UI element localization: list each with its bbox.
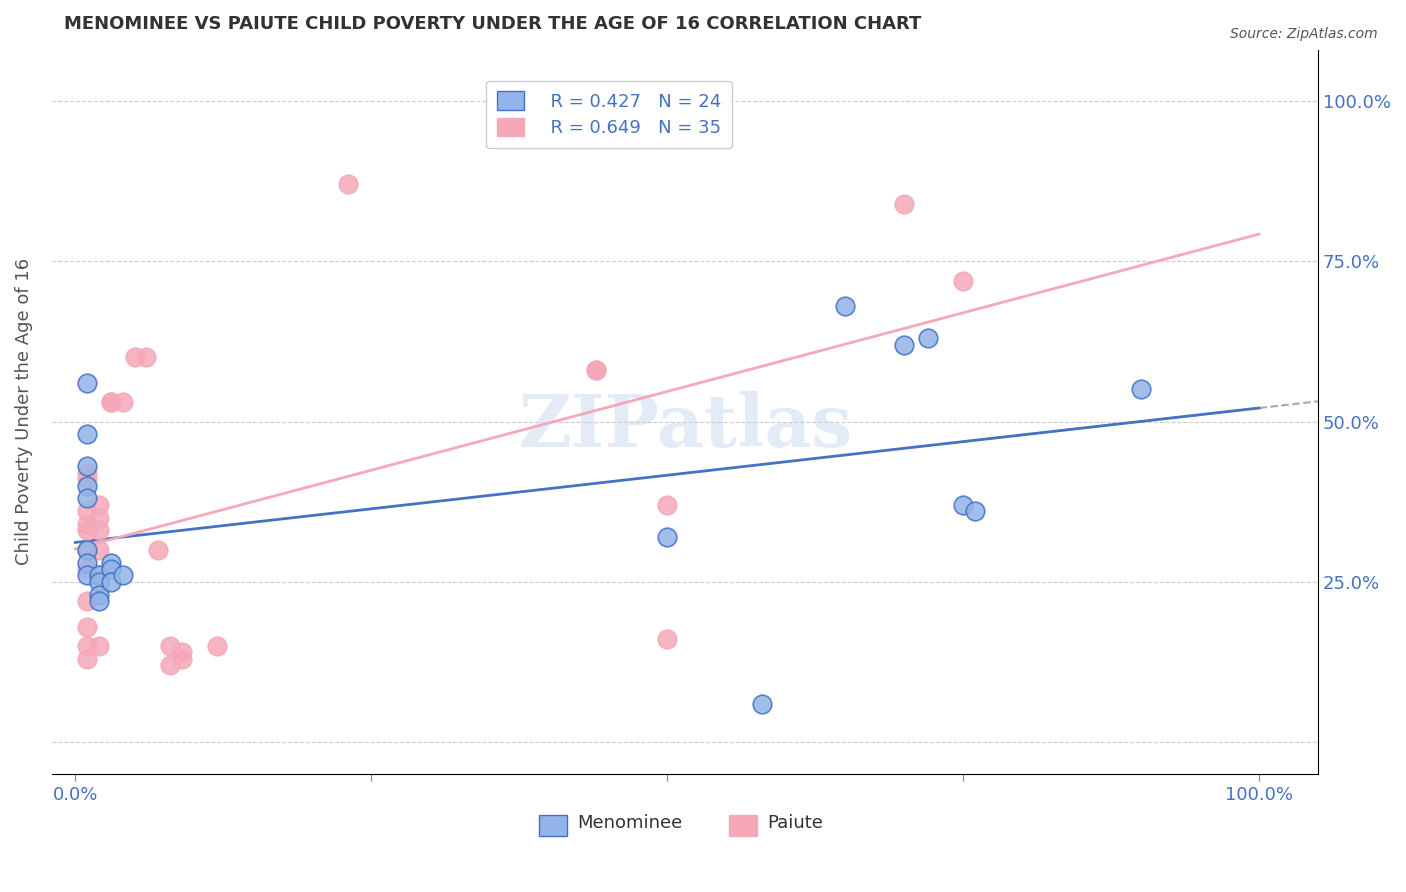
Point [87,588,110,602]
Point [76,568,98,582]
Point [111,395,134,409]
Point [87,639,110,653]
Point [76,651,98,665]
Point [76,562,98,576]
Point [76,427,98,442]
Point [76,478,98,492]
Point [170,651,193,665]
Text: Paiute: Paiute [768,814,823,832]
Point [917,331,939,345]
FancyBboxPatch shape [730,815,756,836]
Point [76,542,98,557]
Point [159,639,181,653]
Point [76,556,98,570]
Point [1129,383,1152,397]
Y-axis label: Child Poverty Under the Age of 16: Child Poverty Under the Age of 16 [15,259,32,566]
Point [135,351,157,365]
Point [76,491,98,506]
Point [76,619,98,633]
Point [657,498,679,512]
Point [76,517,98,532]
Point [585,363,607,377]
Point [124,351,146,365]
Point [87,568,110,582]
Text: Menominee: Menominee [578,814,682,832]
Point [87,498,110,512]
Text: MENOMINEE VS PAIUTE CHILD POVERTY UNDER THE AGE OF 16 CORRELATION CHART: MENOMINEE VS PAIUTE CHILD POVERTY UNDER … [65,15,922,33]
FancyBboxPatch shape [540,815,567,836]
Point [751,697,773,711]
Point [657,530,679,544]
Point [585,363,607,377]
Point [87,524,110,538]
Point [100,574,122,589]
Point [76,639,98,653]
Point [952,498,974,512]
Point [170,645,193,659]
Point [657,632,679,647]
Point [148,542,170,557]
Point [87,574,110,589]
Point [76,542,98,557]
Point [100,395,122,409]
Text: Source: ZipAtlas.com: Source: ZipAtlas.com [1230,27,1378,41]
Point [76,466,98,480]
Point [76,472,98,486]
Point [893,337,915,351]
Point [76,524,98,538]
Point [76,459,98,474]
Point [76,504,98,518]
Point [159,658,181,673]
Point [87,568,110,582]
Legend:   R = 0.427   N = 24,   R = 0.649   N = 35: R = 0.427 N = 24, R = 0.649 N = 35 [486,80,731,148]
Point [207,639,229,653]
Point [76,594,98,608]
Point [87,594,110,608]
Point [87,510,110,524]
Point [893,196,915,211]
Point [76,376,98,390]
Point [100,395,122,409]
Point [100,556,122,570]
Point [834,299,856,313]
Point [336,178,359,192]
Point [111,568,134,582]
Point [87,542,110,557]
Point [963,504,986,518]
Point [952,274,974,288]
Point [100,562,122,576]
Text: ZIPatlas: ZIPatlas [517,391,852,462]
